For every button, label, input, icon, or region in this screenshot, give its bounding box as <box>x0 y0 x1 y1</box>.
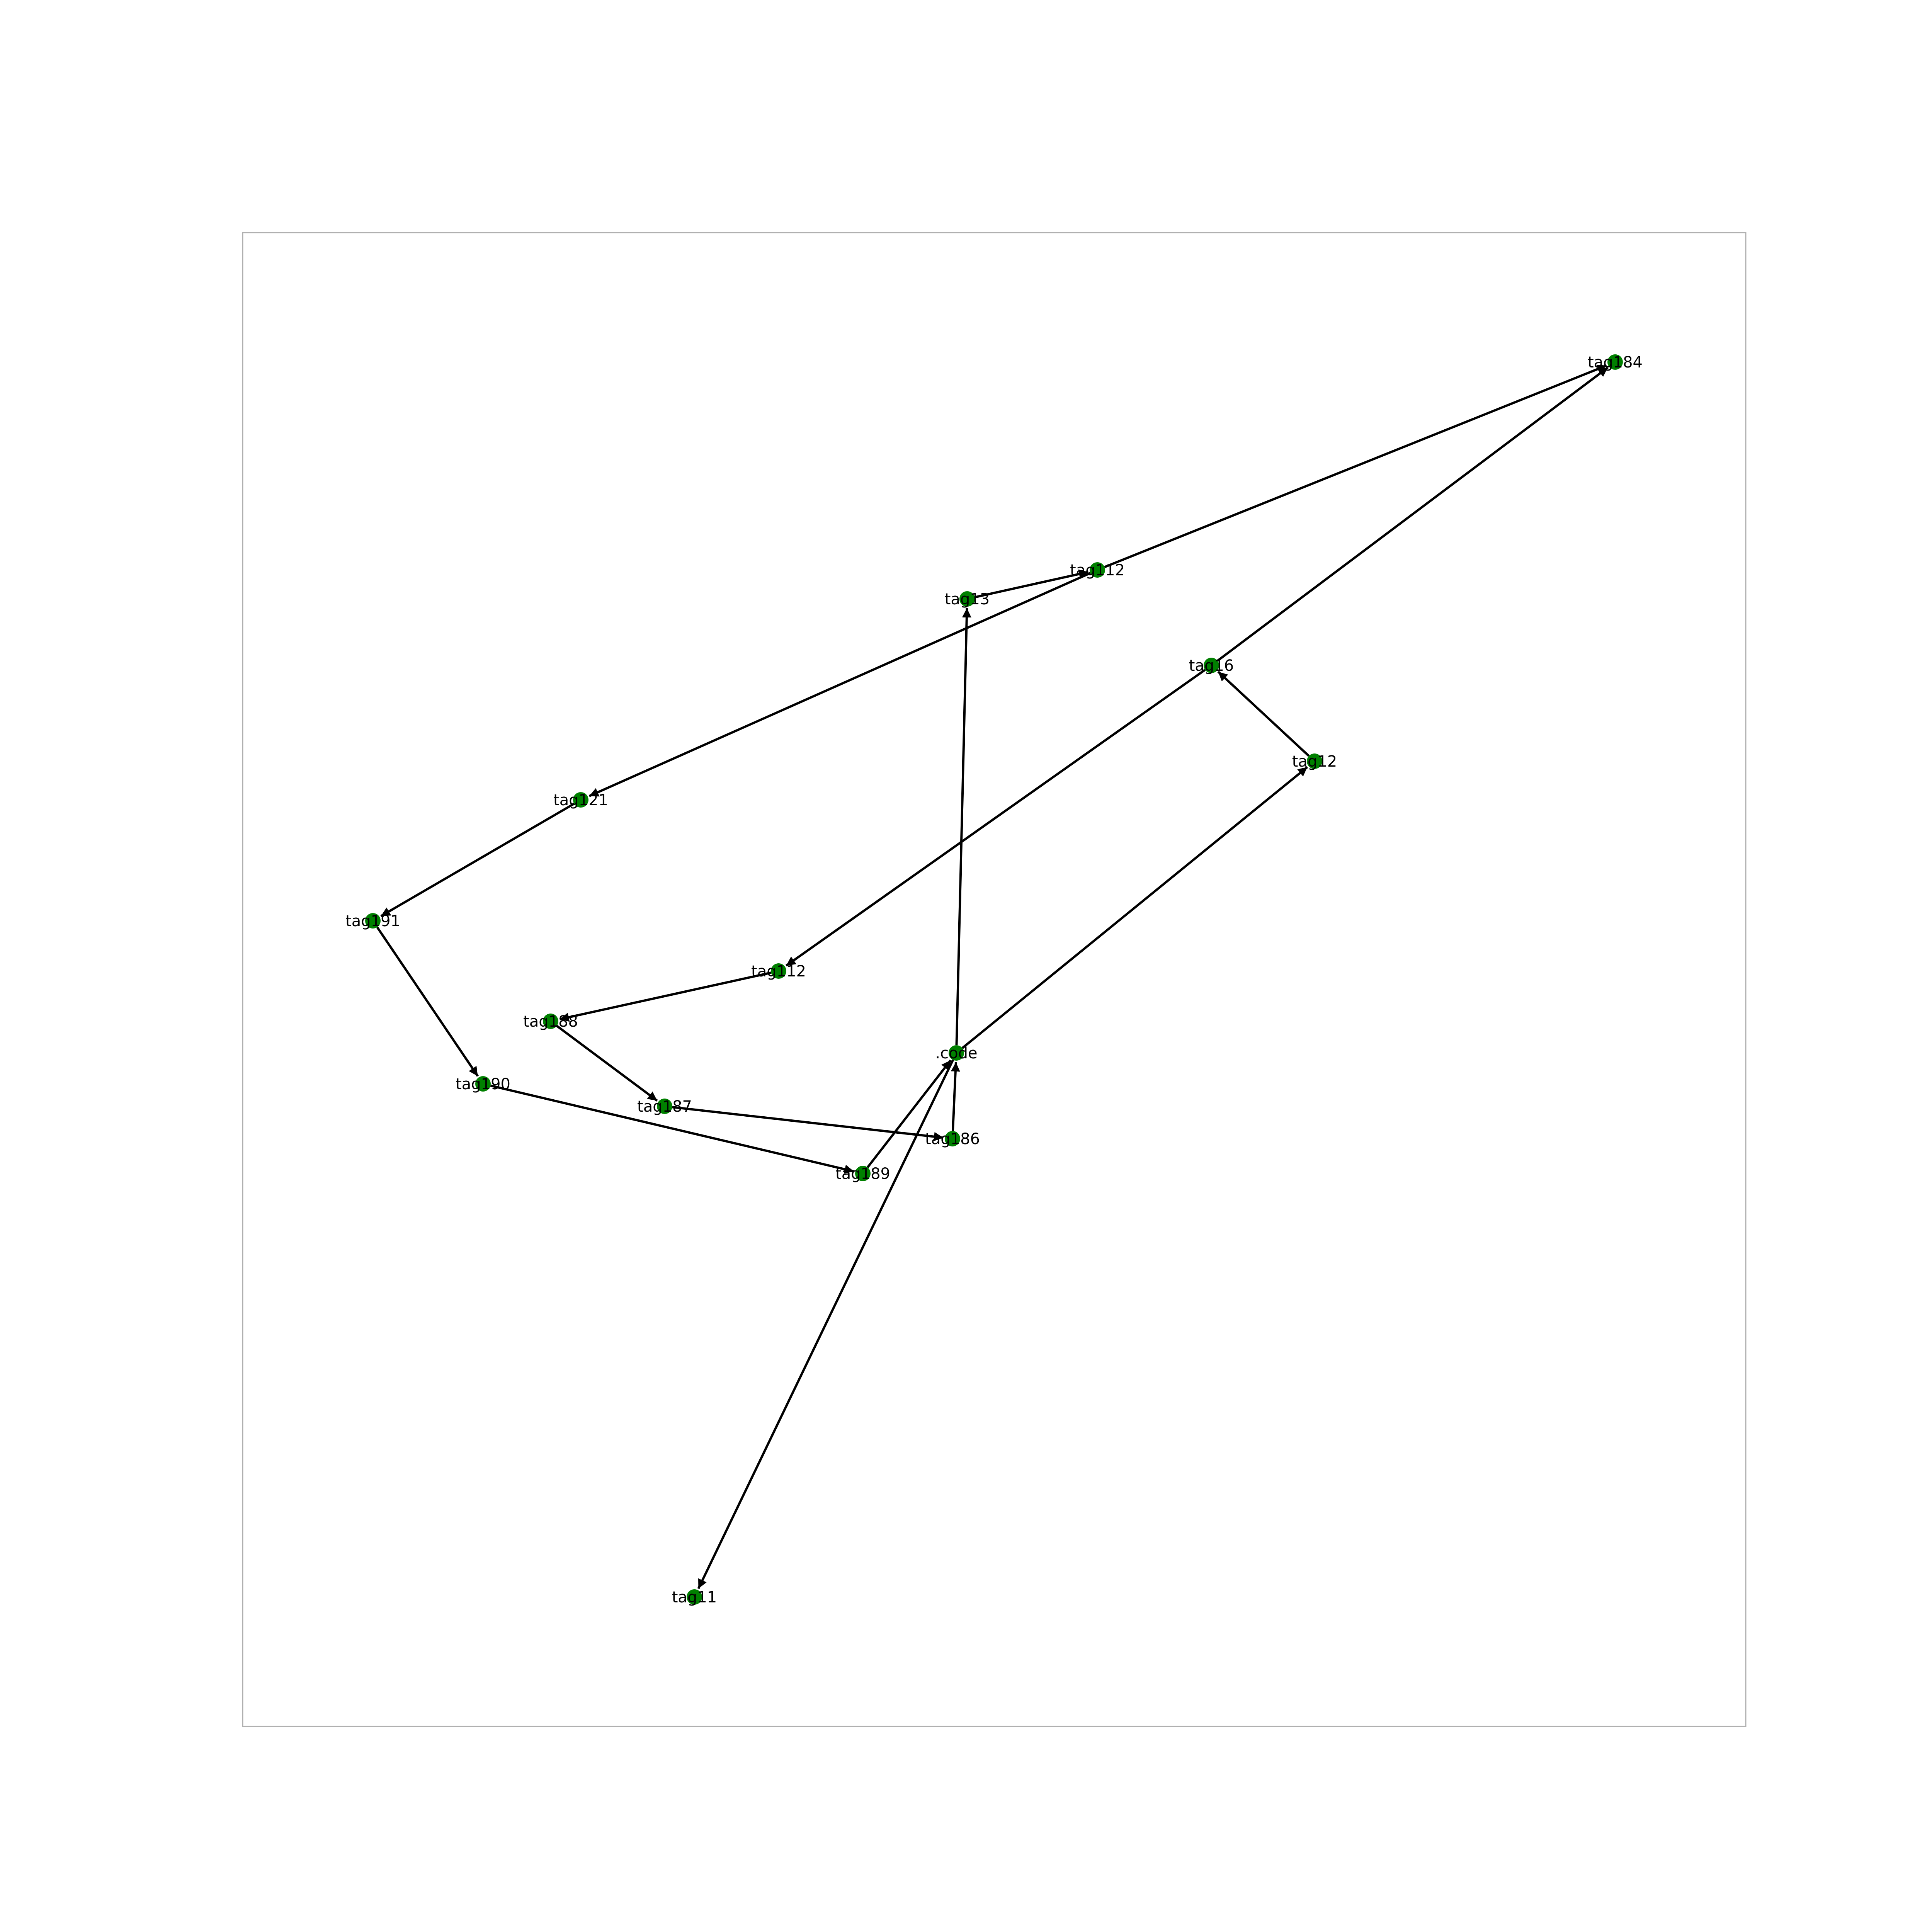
node-label-tag121: tag121 <box>553 791 608 809</box>
node-tag12 <box>1307 753 1322 769</box>
edge-tag112b-to-tag188 <box>559 971 772 1022</box>
edge-code-to-tag12 <box>961 766 1308 1049</box>
edge-tag188-to-tag187 <box>556 1025 658 1102</box>
node-tag16 <box>1204 658 1219 673</box>
edge-code-to-tag13 <box>955 608 971 1046</box>
node-tag121 <box>573 792 588 808</box>
node-label-tag190: tag190 <box>456 1075 510 1093</box>
node-tag11 <box>687 1589 702 1605</box>
edge-tag16-to-tag112b <box>785 669 1206 967</box>
labels-layer: tag184 tag112 tag13 tag16 tag12 tag121 tag191 t… <box>345 354 1643 1606</box>
edge-tag121-to-tag191 <box>380 803 575 917</box>
node-tag191 <box>365 913 381 929</box>
node-label-tag189: tag189 <box>835 1165 890 1183</box>
node-label-tag12: tag12 <box>1292 753 1337 770</box>
edge-tag190-to-tag189 <box>490 1084 854 1174</box>
edge-code-to-tag11 <box>697 1059 954 1589</box>
edge-tag12-to-tag16 <box>1217 671 1310 757</box>
node-tag186 <box>945 1131 960 1146</box>
node-code <box>949 1045 964 1061</box>
node-tag190 <box>475 1076 491 1092</box>
node-tag112a <box>1090 562 1105 578</box>
node-label-tag191: tag191 <box>345 912 400 930</box>
node-label-tag184: tag184 <box>1588 354 1643 371</box>
nodes-layer <box>365 354 1623 1605</box>
node-label-tag112a: tag112 <box>1070 561 1125 579</box>
node-tag187 <box>657 1099 672 1114</box>
node-label-tag112b: tag112 <box>751 963 806 980</box>
node-label-tag13: tag13 <box>945 590 990 608</box>
node-label-tag187: tag187 <box>637 1098 692 1116</box>
edge-tag13-to-tag112a <box>974 569 1089 599</box>
node-tag189 <box>855 1166 871 1181</box>
plot-frame <box>242 232 1747 1727</box>
edge-tag189-to-code <box>866 1060 952 1168</box>
node-tag188 <box>543 1014 558 1029</box>
node-label-tag11: tag11 <box>672 1588 717 1606</box>
edge-tag186-to-code <box>951 1062 960 1131</box>
node-tag184 <box>1607 354 1623 370</box>
node-label-tag16: tag16 <box>1189 657 1234 675</box>
edge-tag187-to-tag186 <box>672 1106 944 1141</box>
edge-tag191-to-tag190 <box>376 926 479 1077</box>
node-tag112b <box>771 963 786 979</box>
edges-layer <box>376 364 1609 1589</box>
node-label-code: .code <box>935 1044 977 1062</box>
node-tag13 <box>959 591 975 607</box>
edge-tag16-to-tag184 <box>1217 367 1609 662</box>
node-label-tag188: tag188 <box>523 1013 578 1031</box>
edge-tag112a-to-tag121 <box>588 572 1091 797</box>
node-label-tag186: tag186 <box>925 1130 980 1148</box>
edge-tag112a-to-tag184 <box>1104 364 1607 568</box>
